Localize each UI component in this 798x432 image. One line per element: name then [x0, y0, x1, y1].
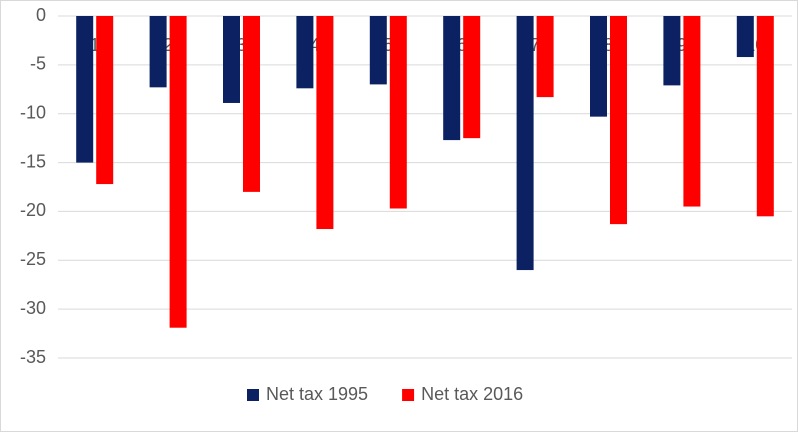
y-tick-label: -5: [30, 54, 46, 74]
legend-swatch: [402, 389, 415, 401]
bar: [443, 16, 461, 141]
bar: [76, 16, 94, 163]
legend-swatch: [247, 389, 259, 401]
x-tick-label: 2: [163, 35, 173, 55]
y-tick-label: -15: [20, 151, 46, 171]
bar: [243, 16, 260, 192]
y-tick-label: -30: [20, 298, 46, 318]
bar: [316, 16, 334, 230]
bar: [169, 16, 187, 328]
bar: [516, 16, 534, 271]
x-tick-label: 1: [90, 35, 100, 55]
x-tick-label: 4: [310, 35, 320, 55]
legend-label: Net tax 2016: [421, 384, 523, 404]
bar: [610, 16, 627, 225]
y-tick-label: -20: [20, 200, 46, 220]
x-tick-label: 6: [457, 35, 467, 55]
bar: [756, 16, 774, 217]
bar: [663, 16, 681, 86]
legend-label: Net tax 1995: [266, 384, 368, 404]
bar: [683, 16, 701, 207]
bar: [223, 16, 240, 103]
x-tick-label: 8: [603, 35, 613, 55]
y-tick-label: 0: [36, 5, 46, 25]
bar: [96, 16, 114, 185]
bar: [389, 16, 407, 209]
x-tick-label: 9: [677, 35, 687, 55]
x-tick-label: 7: [530, 35, 540, 55]
x-tick-label: 3: [236, 35, 246, 55]
y-tick-label: -10: [20, 102, 46, 122]
bar: [149, 16, 167, 88]
bar: [369, 16, 387, 85]
bar: [536, 16, 554, 98]
x-tick-label: 5: [383, 35, 393, 55]
bar: [296, 16, 314, 89]
y-tick-label: -25: [20, 249, 46, 269]
bar: [736, 16, 754, 58]
bar: [590, 16, 607, 117]
y-tick-label: -35: [20, 347, 46, 367]
bar: [463, 16, 481, 139]
